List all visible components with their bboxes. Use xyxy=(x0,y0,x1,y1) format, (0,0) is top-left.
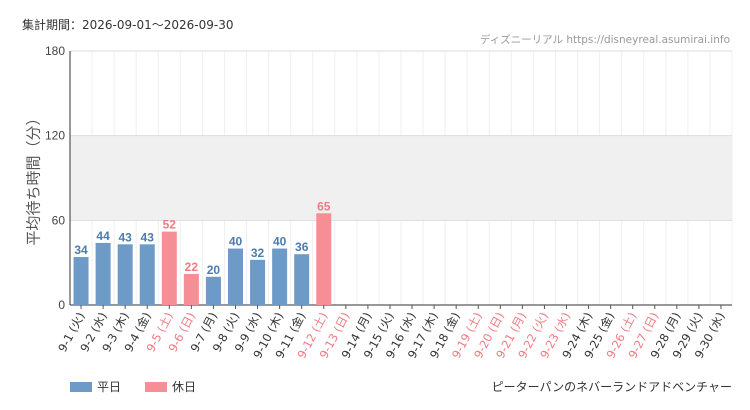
legend-label-weekday: 平日 xyxy=(97,380,122,394)
bar-value-label: 20 xyxy=(207,263,221,277)
legend-label-holiday: 休日 xyxy=(172,380,197,394)
bar-value-label: 65 xyxy=(317,199,331,213)
legend-swatch-weekday xyxy=(70,381,92,392)
bar xyxy=(139,244,155,305)
legend: 平日 休日 xyxy=(70,378,196,395)
bar-value-label: 34 xyxy=(74,243,88,257)
bar-value-label: 32 xyxy=(251,246,265,260)
legend-swatch-holiday xyxy=(145,381,168,392)
legend-item-weekday: 平日 xyxy=(70,378,121,395)
bar xyxy=(183,273,199,305)
attraction-name: ピーターパンのネバーランドアドベンチャー xyxy=(491,380,732,394)
bar xyxy=(294,254,310,305)
bar xyxy=(117,244,133,305)
bar xyxy=(272,248,288,305)
bar xyxy=(227,248,244,305)
bar-value-label: 22 xyxy=(185,260,199,274)
bar xyxy=(95,242,111,305)
y-tick-label: 120 xyxy=(45,129,65,143)
y-tick-label: 60 xyxy=(52,213,66,227)
bar-value-label: 52 xyxy=(163,218,177,232)
bar xyxy=(205,276,221,305)
bar-value-label: 44 xyxy=(96,229,110,243)
bar xyxy=(161,231,177,305)
legend-item-holiday: 休日 xyxy=(145,378,196,395)
bar-value-label: 40 xyxy=(229,235,243,249)
bar xyxy=(73,257,89,305)
bar xyxy=(250,259,266,305)
bar xyxy=(316,213,332,305)
bar-value-label: 40 xyxy=(273,235,287,249)
bar-value-label: 43 xyxy=(141,230,155,244)
y-tick-label: 0 xyxy=(58,298,65,312)
bar-value-label: 36 xyxy=(295,240,309,254)
period-label: 集計期間：2026-09-01～2026-09-30 xyxy=(22,18,234,32)
source-label: ディズニーリアル https://disneyreal.asumirai.inf… xyxy=(479,34,730,46)
bar-value-label: 43 xyxy=(118,230,132,244)
y-tick-label: 180 xyxy=(45,44,65,58)
